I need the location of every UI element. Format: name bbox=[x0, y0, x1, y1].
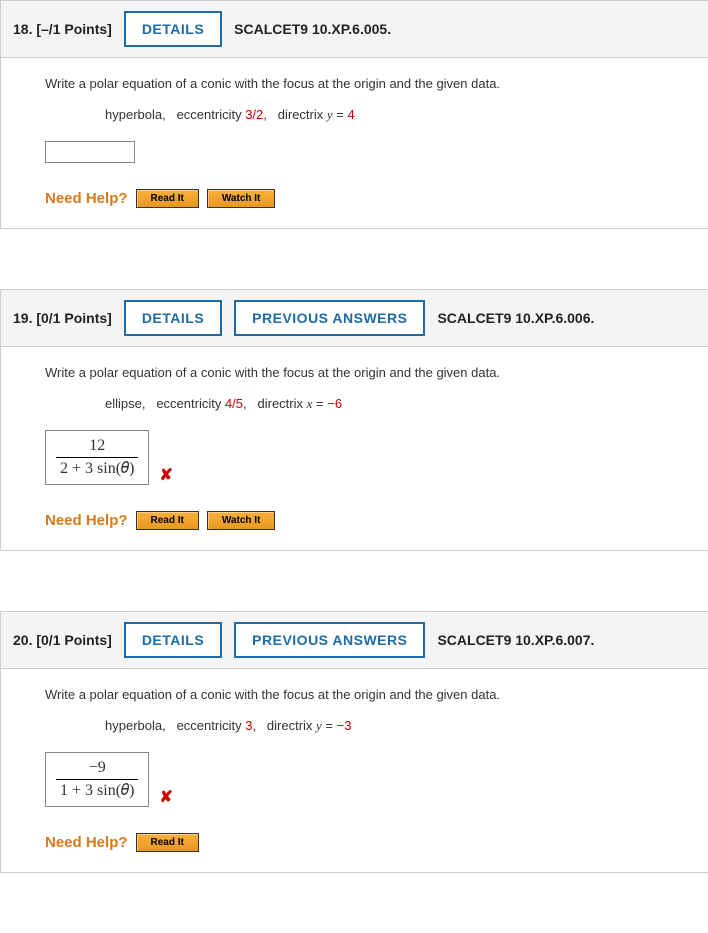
conic-type: hyperbola, bbox=[105, 107, 166, 122]
answer-input[interactable] bbox=[45, 141, 135, 163]
need-help-row: Need Help? Read It Watch It bbox=[45, 189, 694, 208]
dir-label: directrix bbox=[258, 396, 307, 411]
need-help-label: Need Help? bbox=[45, 834, 128, 851]
given-data-line: ellipse, eccentricity 4/5, directrix x =… bbox=[105, 396, 694, 412]
need-help-label: Need Help? bbox=[45, 190, 128, 207]
answer-row: 122 + 3 sin(𝜃) ✘ bbox=[45, 430, 694, 485]
answer-input[interactable]: 122 + 3 sin(𝜃) bbox=[45, 430, 149, 485]
question-header: 19. [0/1 Points] DETAILS PREVIOUS ANSWERS S… bbox=[1, 290, 708, 347]
dir-eq: = bbox=[322, 718, 337, 733]
source-label: SCALCET9 10.XP.6.007. bbox=[437, 632, 594, 648]
ecc-label: eccentricity bbox=[177, 107, 246, 122]
details-button[interactable]: DETAILS bbox=[124, 11, 222, 47]
dir-eq: = bbox=[312, 396, 327, 411]
question-block: 18. [–/1 Points] DETAILS SCALCET9 10.XP.6.… bbox=[0, 0, 708, 229]
watch-it-button[interactable]: Watch It bbox=[207, 511, 276, 530]
dir-eq: = bbox=[333, 107, 348, 122]
question-number-points: 18. [–/1 Points] bbox=[13, 21, 112, 37]
answer-row: −91 + 3 sin(𝜃) ✘ bbox=[45, 752, 694, 807]
question-number-points: 19. [0/1 Points] bbox=[13, 310, 112, 326]
question-body: Write a polar equation of a conic with t… bbox=[1, 347, 708, 550]
answer-input[interactable]: −91 + 3 sin(𝜃) bbox=[45, 752, 149, 807]
question-prompt: Write a polar equation of a conic with t… bbox=[45, 687, 694, 702]
answer-fraction: −91 + 3 sin(𝜃) bbox=[56, 759, 138, 800]
answer-denominator: 1 + 3 sin(𝜃) bbox=[56, 780, 138, 800]
question-prompt: Write a polar equation of a conic with t… bbox=[45, 76, 694, 91]
wrong-mark-icon: ✘ bbox=[159, 465, 172, 485]
given-data-line: hyperbola, eccentricity 3, directrix y =… bbox=[105, 718, 694, 734]
question-number-points: 20. [0/1 Points] bbox=[13, 632, 112, 648]
details-button[interactable]: DETAILS bbox=[124, 622, 222, 658]
answer-numerator: −9 bbox=[56, 759, 138, 780]
answer-denominator: 2 + 3 sin(𝜃) bbox=[56, 458, 138, 478]
need-help-label: Need Help? bbox=[45, 512, 128, 529]
dir-value: −3 bbox=[337, 718, 352, 733]
wrong-mark-icon: ✘ bbox=[159, 787, 172, 807]
dir-value: 4 bbox=[347, 107, 354, 122]
need-help-row: Need Help? Read It bbox=[45, 833, 694, 852]
question-header: 18. [–/1 Points] DETAILS SCALCET9 10.XP.6.… bbox=[1, 1, 708, 58]
answer-row bbox=[45, 141, 694, 163]
need-help-row: Need Help? Read It Watch It bbox=[45, 511, 694, 530]
dir-value: −6 bbox=[327, 396, 342, 411]
ecc-suffix: , bbox=[252, 718, 256, 733]
details-button[interactable]: DETAILS bbox=[124, 300, 222, 336]
ecc-value: 3/2 bbox=[245, 107, 263, 122]
question-prompt: Write a polar equation of a conic with t… bbox=[45, 365, 694, 380]
read-it-button[interactable]: Read It bbox=[136, 833, 199, 852]
source-label: SCALCET9 10.XP.6.005. bbox=[234, 21, 391, 37]
previous-answers-button[interactable]: PREVIOUS ANSWERS bbox=[234, 622, 425, 658]
given-data-line: hyperbola, eccentricity 3/2, directrix y… bbox=[105, 107, 694, 123]
ecc-label: eccentricity bbox=[177, 718, 246, 733]
read-it-button[interactable]: Read It bbox=[136, 189, 199, 208]
conic-type: hyperbola, bbox=[105, 718, 166, 733]
source-label: SCALCET9 10.XP.6.006. bbox=[437, 310, 594, 326]
watch-it-button[interactable]: Watch It bbox=[207, 189, 276, 208]
ecc-suffix: , bbox=[243, 396, 247, 411]
previous-answers-button[interactable]: PREVIOUS ANSWERS bbox=[234, 300, 425, 336]
ecc-label: eccentricity bbox=[156, 396, 225, 411]
read-it-button[interactable]: Read It bbox=[136, 511, 199, 530]
ecc-suffix: , bbox=[263, 107, 267, 122]
dir-label: directrix bbox=[278, 107, 327, 122]
question-block: 20. [0/1 Points] DETAILS PREVIOUS ANSWERS S… bbox=[0, 611, 708, 873]
answer-fraction: 122 + 3 sin(𝜃) bbox=[56, 437, 138, 478]
question-body: Write a polar equation of a conic with t… bbox=[1, 58, 708, 228]
question-header: 20. [0/1 Points] DETAILS PREVIOUS ANSWERS S… bbox=[1, 612, 708, 669]
ecc-value: 4/5 bbox=[225, 396, 243, 411]
dir-label: directrix bbox=[267, 718, 316, 733]
conic-type: ellipse, bbox=[105, 396, 145, 411]
answer-numerator: 12 bbox=[56, 437, 138, 458]
question-block: 19. [0/1 Points] DETAILS PREVIOUS ANSWERS S… bbox=[0, 289, 708, 551]
question-body: Write a polar equation of a conic with t… bbox=[1, 669, 708, 872]
